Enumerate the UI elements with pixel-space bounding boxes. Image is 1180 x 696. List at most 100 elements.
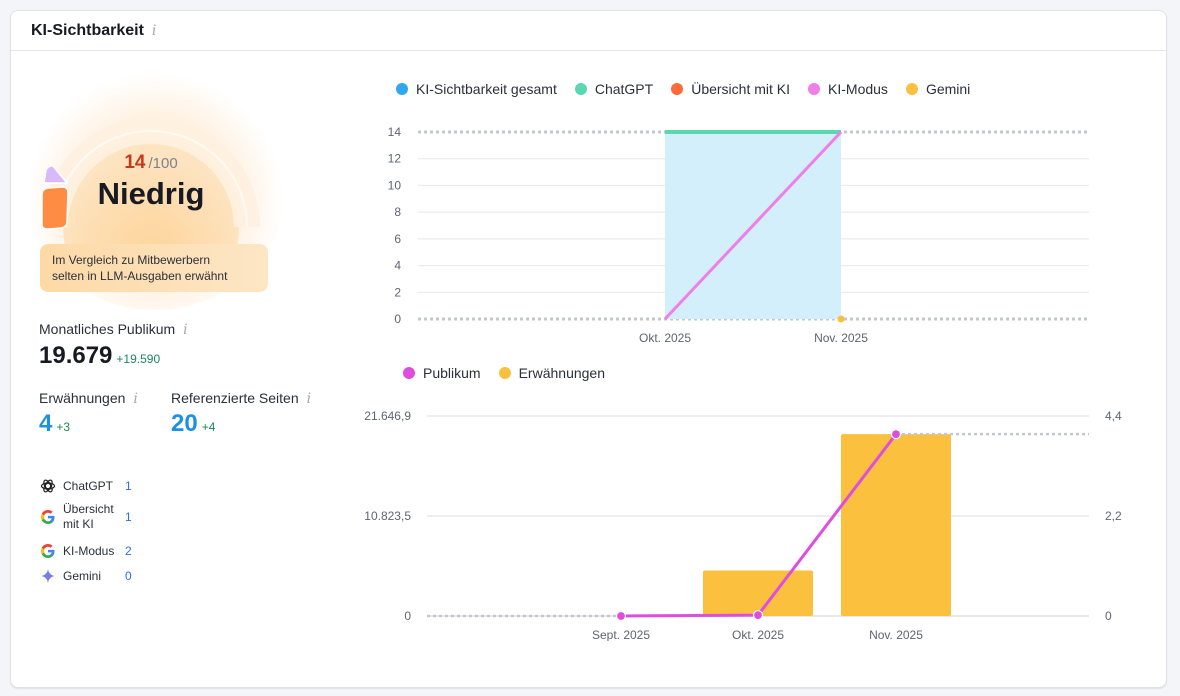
- info-icon[interactable]: i: [183, 322, 188, 338]
- visibility-line-chart[interactable]: 0 2 4 6 8 10 12 14 Okt. 2025 Nov. 2025: [351, 106, 1151, 346]
- y-right-tick-label: 4,4: [1105, 409, 1122, 423]
- legend-item-gemini[interactable]: Gemini: [905, 81, 971, 97]
- mentions-bar: [703, 570, 813, 616]
- score-note-line1: Im Vergleich zu Mitbewerbern: [52, 253, 211, 267]
- gauge-inner-disc: [63, 139, 239, 257]
- mentions-value-row[interactable]: 4 +3: [39, 410, 70, 438]
- pages-label-text: Referenzierte Seiten: [171, 390, 299, 406]
- x-tick-label: Nov. 2025: [814, 331, 868, 345]
- card-header: KI-Sichtbarkeit i: [11, 11, 1166, 51]
- legend-dot: [403, 367, 415, 379]
- legend-dot: [396, 83, 408, 95]
- y-tick-label: 8: [394, 205, 401, 219]
- legend-dot: [574, 83, 587, 95]
- google-icon: [39, 542, 57, 560]
- legend-item-publikum[interactable]: Publikum: [403, 365, 481, 381]
- publikum-data-point: [615, 610, 627, 622]
- google-icon: [39, 508, 57, 526]
- x-tick-label: Okt. 2025: [639, 331, 691, 345]
- platform-name: Gemini: [63, 568, 102, 583]
- legend-item-chatgpt[interactable]: ChatGPT: [574, 81, 654, 97]
- y-tick-label: 6: [394, 232, 401, 246]
- x-tick-label: Sept. 2025: [592, 628, 650, 641]
- y-right-tick-label: 0: [1105, 609, 1112, 623]
- platform-row-overview: Übersicht mit KI 1: [39, 502, 132, 532]
- platform-value[interactable]: 1: [125, 479, 132, 493]
- publikum-data-point: [752, 610, 764, 621]
- audience-value: 19.679: [39, 342, 113, 369]
- score-note-line2: selten in LLM-Ausgaben erwähnt: [52, 269, 228, 283]
- legend-dot: [808, 83, 821, 95]
- mentions-label-text: Erwähnungen: [39, 390, 126, 406]
- y-left-tick-label: 21.646,9: [364, 409, 411, 423]
- legend-label: Publikum: [423, 365, 481, 381]
- pages-delta: +4: [201, 420, 216, 434]
- summary-panel: 14/100 Niedrig Im Vergleich zu Mitbewerb…: [11, 52, 351, 682]
- legend-item-mentions[interactable]: Erwähnungen: [498, 365, 605, 381]
- chatgpt-icon: [39, 477, 57, 495]
- gauge-fill-purple: [43, 165, 69, 184]
- audience-bar-chart[interactable]: 0 10.823,5 21.646,9 0 2,2 4,4 Sept. 2025 Okt. 2…: [351, 391, 1151, 641]
- score-gauge: [41, 118, 260, 257]
- score-readout: 14/100: [11, 152, 291, 174]
- y-tick-label: 10: [388, 178, 402, 192]
- platform-row-chatgpt: ChatGPT 1: [39, 477, 132, 495]
- platform-value[interactable]: 0: [125, 569, 132, 583]
- score-label: Niedrig: [97, 176, 205, 211]
- pages-value[interactable]: 20: [171, 410, 198, 437]
- legend-label: KI-Sichtbarkeit gesamt: [416, 81, 557, 97]
- info-icon[interactable]: i: [151, 22, 157, 39]
- legend-item-total[interactable]: KI-Sichtbarkeit gesamt: [396, 81, 557, 97]
- legend-item-overview[interactable]: Übersicht mit KI: [671, 81, 790, 97]
- card-title: KI-Sichtbarkeit: [31, 21, 144, 39]
- y-left-tick-label: 0: [404, 609, 411, 623]
- y-tick-label: 12: [388, 152, 402, 166]
- gemini-data-point: [837, 315, 845, 323]
- y-tick-label: 0: [394, 312, 401, 326]
- legend-label: Erwähnungen: [518, 365, 605, 381]
- audience-delta: +19.590: [116, 352, 161, 366]
- info-icon[interactable]: i: [133, 391, 138, 407]
- platform-name: Übersicht mit KI: [63, 502, 114, 531]
- mentions-value[interactable]: 4: [39, 410, 53, 437]
- ki-mode-series-line: [663, 130, 843, 321]
- score-value: 14: [124, 152, 146, 173]
- platform-value[interactable]: 2: [125, 544, 132, 558]
- score-max: /100: [148, 155, 178, 172]
- pages-label: Referenzierte Seiten i: [171, 390, 311, 407]
- gauge-track-outline: [54, 130, 248, 228]
- mentions-label: Erwähnungen i: [39, 390, 138, 407]
- pages-value-row[interactable]: 20 +4: [171, 410, 215, 438]
- platform-name: KI-Modus: [63, 543, 115, 558]
- legend-label: Gemini: [925, 81, 971, 97]
- platform-row-gemini: Gemini 0: [39, 567, 132, 585]
- mentions-delta: +3: [56, 420, 71, 434]
- audience-chart-legend: Publikum Erwähnungen: [403, 365, 623, 381]
- ai-visibility-card: KI-Sichtbarkeit i 14/100 Niedrig Im Verg…: [10, 10, 1167, 688]
- info-icon[interactable]: i: [306, 391, 312, 407]
- legend-dot: [905, 83, 918, 95]
- y-tick-label: 14: [388, 125, 402, 139]
- audience-label: Monatliches Publikum i: [39, 321, 188, 338]
- x-tick-label: Nov. 2025: [869, 628, 923, 641]
- platform-value[interactable]: 1: [125, 510, 132, 524]
- platform-row-ki-mode: KI-Modus 2: [39, 542, 132, 560]
- audience-value-row: 19.679 +19.590: [39, 342, 160, 370]
- legend-item-ki-mode[interactable]: KI-Modus: [808, 81, 888, 97]
- visibility-chart-legend: KI-Sichtbarkeit gesamt ChatGPT Übersicht…: [396, 81, 988, 97]
- gemini-icon: [39, 567, 57, 585]
- legend-label: ChatGPT: [594, 81, 654, 97]
- y-tick-label: 4: [394, 259, 401, 273]
- score-note: Im Vergleich zu Mitbewerbern selten in L…: [40, 244, 268, 292]
- y-left-tick-label: 10.823,5: [364, 509, 411, 523]
- audience-label-text: Monatliches Publikum: [39, 321, 176, 337]
- mentions-bar: [841, 434, 951, 616]
- x-tick-label: Okt. 2025: [732, 628, 784, 641]
- y-right-tick-label: 2,2: [1105, 509, 1122, 523]
- legend-dot: [671, 83, 684, 95]
- legend-label: Übersicht mit KI: [691, 81, 791, 97]
- gauge-fill-orange: [41, 186, 69, 230]
- legend-dot: [498, 367, 511, 379]
- platform-name: ChatGPT: [63, 478, 114, 493]
- y-tick-label: 2: [394, 285, 401, 299]
